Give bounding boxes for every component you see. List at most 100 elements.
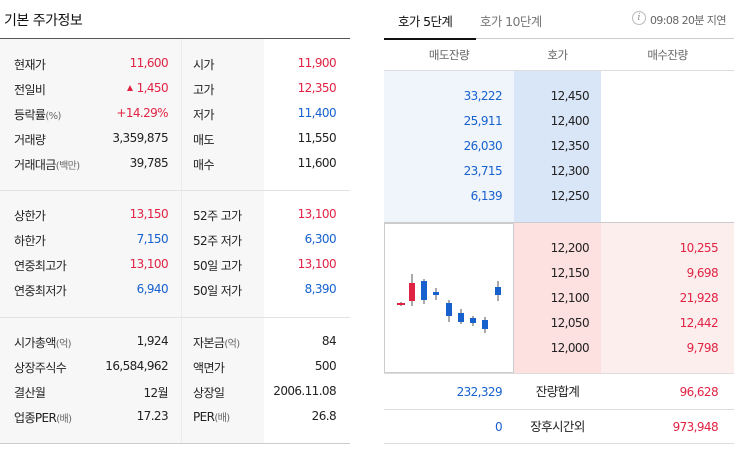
after-hours-label: 장후시간외: [530, 419, 585, 434]
candle-body: [470, 318, 476, 323]
info-value-text: 1,924: [136, 334, 169, 348]
info-value: 16,584,962: [105, 359, 168, 373]
ask-quantity: 6,139: [470, 189, 503, 203]
info-value: 8,390: [304, 282, 337, 296]
info-value: 11,550: [297, 131, 337, 145]
info-value: 12월: [143, 384, 168, 401]
info-label: 매수: [193, 156, 214, 173]
info-label-unit: (억): [55, 339, 72, 350]
info-value: 26.8: [311, 409, 337, 423]
info-value-text: 13,100: [129, 257, 169, 271]
info-label: 52주 고가: [193, 207, 242, 224]
info-value: 39,785: [130, 156, 169, 170]
ask-bid-divider: [384, 222, 734, 223]
info-value: 12,350: [297, 81, 337, 95]
after-hours-bid: 973,948: [672, 420, 719, 434]
ask-price: 12,450: [550, 89, 590, 103]
tab-orderbook-5[interactable]: 호가 5단계: [398, 14, 453, 29]
info-row: 결산월 12월 상장일 2006.11.08: [0, 379, 350, 404]
info-label-text: 매수: [193, 158, 214, 172]
info-row: 전일비 1,450 고가 12,350: [0, 76, 350, 101]
ask-price: 12,400: [550, 114, 590, 128]
info-label: 52주 저가: [193, 232, 242, 249]
section-divider: [0, 317, 350, 318]
info-row: 하한가 7,150 52주 저가 6,300: [0, 227, 350, 252]
info-label-text: 52주 고가: [193, 209, 242, 223]
candle-body: [433, 292, 439, 295]
info-label: 업종PER(배): [14, 409, 72, 426]
info-label-text: 상장일: [193, 386, 225, 400]
info-row: 상한가 13,150 52주 고가 13,100: [0, 202, 350, 227]
info-label: 연중최저가: [14, 282, 67, 299]
bottom-border: [384, 443, 734, 444]
info-label-text: 연중최고가: [14, 259, 67, 273]
info-value: 1,924: [136, 334, 169, 348]
label-column-background: [0, 39, 264, 443]
column-divider: [181, 39, 182, 443]
ask-price: 12,350: [550, 139, 590, 153]
bid-price-area: [514, 223, 601, 373]
info-value-text: 16,584,962: [105, 359, 168, 373]
panel-title: 기본 주가정보: [4, 13, 83, 29]
info-value: 2006.11.08: [273, 384, 336, 398]
info-label-unit: (억): [224, 339, 240, 350]
bid-quantity: 10,255: [679, 241, 719, 255]
info-label-text: 50일 저가: [193, 284, 242, 298]
mini-candle-chart: [384, 223, 514, 373]
info-label-text: 상한가: [14, 209, 46, 223]
header-bid-qty: 매수잔량: [647, 48, 688, 62]
header-price: 호가: [547, 48, 568, 62]
info-value: 13,100: [297, 207, 337, 221]
info-value: 13,150: [130, 207, 169, 221]
info-label: 등락률(%): [14, 106, 61, 123]
info-label: 50일 고가: [193, 257, 242, 274]
info-value-text: 7,150: [136, 232, 169, 246]
top-border: [0, 38, 350, 39]
bid-price: 12,150: [550, 266, 590, 280]
info-label-unit: (배): [56, 414, 72, 425]
info-row: 등락률(%) +14.29% 저가 11,400: [0, 101, 350, 126]
info-label: 결산월: [14, 384, 46, 401]
info-value: 6,300: [304, 232, 337, 246]
bid-price: 12,200: [550, 241, 590, 255]
info-value: 11,600: [297, 156, 337, 170]
info-value: 13,100: [129, 257, 169, 271]
info-label: 액면가: [193, 359, 225, 376]
info-label-text: 자본금: [193, 336, 225, 350]
ask-qty-area: [384, 71, 514, 223]
bid-quantity: 9,798: [686, 341, 719, 355]
tab-orderbook-10[interactable]: 호가 10단계: [480, 14, 542, 29]
info-value: 7,150: [136, 232, 169, 246]
info-label: 저가: [193, 106, 214, 123]
ask-quantity: 26,030: [463, 139, 503, 153]
info-value: 17.23: [137, 409, 169, 423]
active-tab-underline: [384, 38, 476, 40]
info-label: 자본금(억): [193, 334, 240, 351]
tab-bar-border: [384, 38, 734, 39]
info-label-text: 액면가: [193, 361, 225, 375]
info-value-text: 11,600: [129, 56, 169, 70]
ask-price-area: [514, 71, 601, 223]
info-label-text: 50일 고가: [193, 259, 242, 273]
info-label: 전일비: [14, 81, 46, 98]
bid-quantity: 21,928: [679, 291, 719, 305]
info-label-text: 하한가: [14, 234, 46, 248]
info-icon[interactable]: i: [632, 11, 646, 25]
info-label: 시가총액(억): [14, 334, 72, 351]
candle-body: [421, 281, 427, 300]
header-ask-qty: 매도잔량: [428, 48, 470, 62]
info-value: 500: [314, 359, 337, 373]
candle-body: [397, 303, 405, 305]
bid-quantity: 12,442: [679, 316, 719, 330]
info-label: 하한가: [14, 232, 46, 249]
ask-quantity: 33,222: [463, 89, 503, 103]
bid-price: 12,000: [550, 341, 590, 355]
info-value: 84: [321, 334, 337, 348]
info-label: 현재가: [14, 56, 46, 73]
info-label-unit: (%): [45, 111, 61, 122]
info-label-unit: (배): [214, 413, 230, 424]
delay-notice: 09:08 20분 지연: [650, 14, 726, 27]
info-label: 연중최고가: [14, 257, 67, 274]
info-label: 거래량: [14, 131, 46, 148]
info-value: 6,940: [137, 282, 169, 296]
